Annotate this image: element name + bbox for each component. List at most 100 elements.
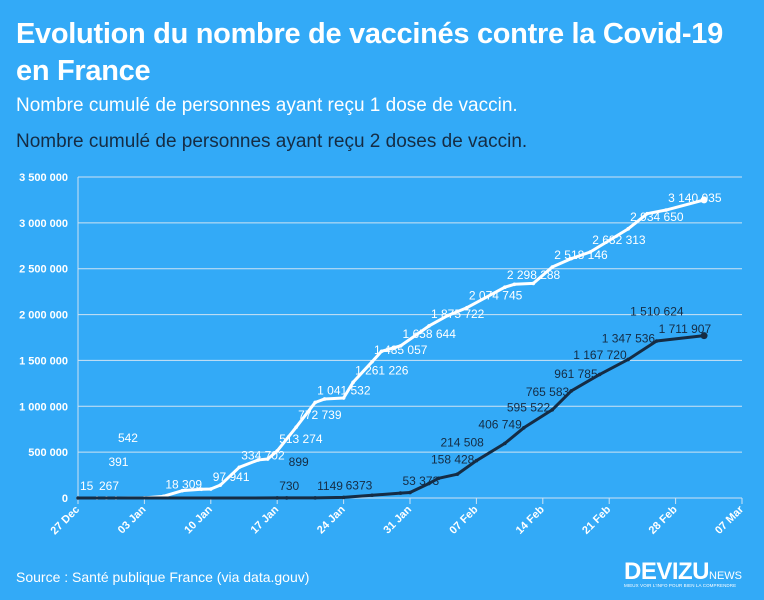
- data-label-dose2: 53 373: [403, 474, 440, 488]
- data-point-dose1: [218, 483, 223, 487]
- data-label-dose2: 595 522: [507, 400, 551, 414]
- legend-dose1: Nombre cumulé de personnes ayant reçu 1 …: [16, 95, 518, 116]
- chart-title: Evolution du nombre de vaccinés contre l…: [16, 18, 723, 87]
- x-tick-label: 28 Feb: [647, 503, 680, 536]
- y-tick-label: 1 500 000: [19, 355, 68, 367]
- data-point-dose2: [550, 407, 555, 412]
- data-point-dose2: [76, 496, 80, 500]
- data-point-dose2: [654, 339, 659, 343]
- x-tick-label: 07 Feb: [447, 503, 480, 536]
- data-point-dose1: [446, 313, 450, 318]
- data-point-dose1: [512, 282, 517, 287]
- logo-suffix: NEWS: [709, 570, 743, 582]
- data-point-dose2: [275, 496, 280, 500]
- x-tick-label: 21 Feb: [580, 503, 613, 536]
- data-point-dose1: [180, 488, 185, 493]
- y-tick-label: 3 000 000: [19, 218, 68, 230]
- data-point-dose2: [503, 441, 507, 446]
- data-label-dose2: 1 711 907: [659, 322, 712, 336]
- data-label-dose2: 406 749: [478, 418, 522, 432]
- data-label-dose2: 1 347 536: [602, 331, 656, 345]
- y-tick-label: 0: [62, 493, 68, 505]
- legend-dose2: Nombre cumulé de personnes ayant reçu 2 …: [16, 131, 528, 152]
- data-label-dose1: 267: [99, 479, 119, 493]
- chart-header: Evolution du nombre de vaccinés contre l…: [16, 16, 756, 154]
- data-point-dose2: [436, 476, 441, 481]
- data-point-dose2: [313, 496, 317, 500]
- logo-text: DEVIZU: [624, 558, 710, 585]
- data-point-dose1: [645, 211, 649, 216]
- data-label-dose1: 2 074 745: [469, 289, 523, 303]
- data-point-dose1: [351, 380, 355, 385]
- data-point-dose1: [550, 265, 555, 269]
- data-point-dose2: [284, 496, 289, 500]
- data-label-dose1: 1 875 722: [431, 307, 485, 321]
- data-label-dose1: 513 274: [279, 432, 323, 446]
- data-label-dose2: 899: [289, 455, 309, 469]
- data-label-dose1: 1 041 532: [317, 383, 371, 397]
- data-point-dose1: [379, 349, 384, 354]
- y-tick-label: 2 000 000: [19, 310, 68, 322]
- data-point-dose1: [531, 281, 536, 286]
- y-tick-label: 3 500 000: [19, 172, 68, 184]
- data-label-dose2: 730: [279, 479, 299, 493]
- data-label-dose1: 2 298 288: [507, 268, 561, 282]
- data-label-dose2: 214 508: [440, 435, 484, 449]
- data-label-dose1: 1 658 644: [403, 327, 457, 341]
- data-point-dose2: [569, 389, 574, 393]
- data-label-dose1: 2 934 650: [630, 210, 684, 224]
- data-point-dose1: [626, 227, 630, 231]
- data-point-dose1: [313, 400, 317, 405]
- data-point-dose2: [341, 495, 346, 500]
- data-point-dose2: [700, 332, 708, 340]
- data-point-dose1: [588, 250, 593, 254]
- data-point-dose1: [700, 196, 708, 204]
- data-label-dose1: 542: [118, 431, 138, 445]
- data-label-dose2: 6373: [346, 478, 373, 492]
- data-point-dose2: [626, 357, 630, 362]
- data-point-dose1: [237, 465, 242, 470]
- data-point-dose2: [597, 372, 602, 377]
- devizu-logo: DEVIZUNEWS MIEUX VOIR L'INFO POUR BIEN L…: [624, 558, 742, 588]
- data-label-dose1: 2 518 146: [554, 248, 608, 262]
- source-note: Source : Santé publique France (via data…: [16, 569, 310, 585]
- data-label-dose2: 1 510 624: [630, 304, 684, 318]
- x-tick-label: 17 Jan: [249, 503, 282, 536]
- data-label-dose2: 1 167 720: [573, 348, 627, 362]
- data-point-dose1: [370, 359, 374, 364]
- data-point-dose2: [408, 490, 412, 495]
- data-label-dose1: 1 261 226: [355, 363, 409, 377]
- data-point-dose1: [275, 449, 280, 453]
- data-label-dose1: 1 485 057: [374, 343, 428, 357]
- data-label-dose2: 765 583: [526, 385, 570, 399]
- data-point-dose2: [455, 472, 460, 476]
- data-label-dose1: 97 941: [213, 470, 250, 484]
- data-point-dose2: [522, 425, 526, 430]
- data-point-dose2: [398, 491, 403, 495]
- x-tick-label: 24 Jan: [315, 503, 348, 536]
- logo-tagline: MIEUX VOIR L'INFO POUR BIEN LA COMPRENDR…: [624, 583, 737, 588]
- data-point-dose1: [209, 487, 213, 491]
- x-tick-label: 14 Feb: [514, 503, 547, 536]
- series-line-dose2: [77, 334, 705, 500]
- data-label-dose1: 2 682 313: [592, 233, 646, 247]
- data-label-dose1: 391: [108, 455, 128, 469]
- data-point-dose1: [294, 425, 298, 429]
- data-point-dose1: [199, 487, 204, 492]
- data-point-dose1: [664, 208, 668, 212]
- data-label-dose1: 772 739: [298, 408, 342, 422]
- y-tick-label: 1 000 000: [19, 401, 68, 413]
- data-point-dose2: [427, 481, 431, 486]
- x-tick-label: 10 Jan: [182, 503, 215, 536]
- data-label-dose1: 18 309: [165, 477, 202, 491]
- data-label-dose2: 158 428: [431, 452, 475, 466]
- x-tick-label: 03 Jan: [116, 503, 149, 536]
- x-tick-label: 31 Jan: [381, 503, 414, 536]
- data-label-dose1: 15: [80, 479, 94, 493]
- data-label-dose2: 1149: [317, 479, 343, 493]
- data-point-dose1: [265, 457, 270, 461]
- y-tick-label: 2 500 000: [19, 264, 68, 276]
- data-point-dose2: [474, 458, 479, 463]
- data-label-dose1: 334 702: [241, 448, 285, 462]
